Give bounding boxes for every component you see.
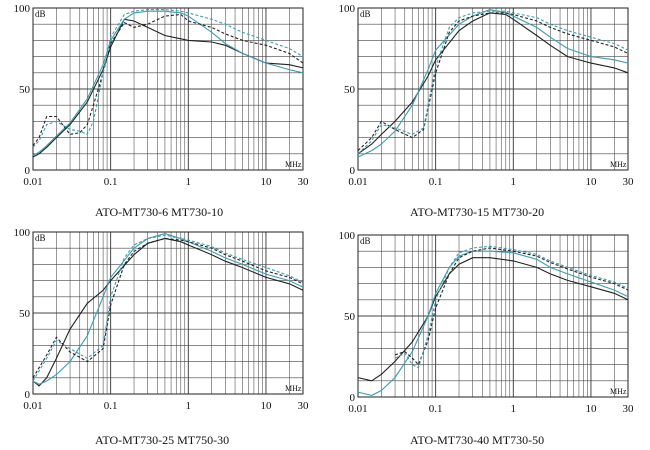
- x-tick-label: 0.1: [104, 176, 118, 188]
- y-tick-label: 0: [25, 389, 31, 401]
- plot-frame: [32, 7, 304, 171]
- x-tick-label: 10: [585, 176, 597, 188]
- x-tick-label: 0.1: [104, 400, 118, 412]
- x-unit-label: MHz: [285, 384, 302, 393]
- x-tick-label: 10: [260, 176, 272, 188]
- y-tick-label: 0: [350, 392, 356, 404]
- x-tick-label: 10: [260, 400, 272, 412]
- y-unit-label: dB: [360, 9, 371, 19]
- y-unit-label: dB: [35, 9, 46, 19]
- chart-caption: ATO-MT730-40 MT730-50: [410, 433, 545, 447]
- x-tick-label: 30: [623, 176, 635, 188]
- plot-frame: [357, 234, 629, 398]
- x-tick-label: 1: [186, 176, 192, 188]
- x-tick-label: 0.1: [429, 176, 443, 188]
- y-tick-label: 100: [14, 3, 31, 15]
- x-unit-label: MHz: [610, 387, 627, 396]
- y-tick-label: 50: [19, 84, 31, 96]
- x-tick-label: 1: [186, 400, 192, 412]
- y-tick-label: 50: [19, 308, 31, 320]
- series-line-black-dashed: [32, 13, 304, 147]
- y-tick-label: 50: [344, 84, 356, 96]
- y-tick-label: 100: [339, 3, 356, 15]
- y-unit-label: dB: [35, 233, 46, 243]
- x-tick-label: 0.01: [23, 400, 42, 412]
- series-line-teal-solid: [32, 10, 304, 156]
- y-tick-label: 50: [344, 311, 356, 323]
- x-unit-label: MHz: [285, 160, 302, 169]
- x-tick-label: 30: [298, 176, 310, 188]
- x-unit-label: MHz: [610, 160, 627, 169]
- y-tick-label: 100: [14, 227, 31, 239]
- series-line-teal-dashed: [357, 10, 629, 155]
- x-tick-label: 0.01: [348, 403, 367, 415]
- x-tick-label: 30: [298, 400, 310, 412]
- series-line-black-solid: [357, 12, 629, 155]
- plot-frame: [32, 231, 304, 395]
- x-tick-label: 0.01: [23, 176, 42, 188]
- series-line-black-dashed: [357, 12, 629, 151]
- y-tick-label: 0: [350, 165, 356, 177]
- x-tick-label: 30: [623, 403, 635, 415]
- x-tick-label: 10: [585, 403, 597, 415]
- x-tick-label: 0.01: [348, 176, 367, 188]
- series-line-teal-solid: [357, 9, 629, 158]
- series-line-teal-dashed: [32, 234, 304, 382]
- series-line-teal-dashed: [32, 9, 304, 148]
- series-line-black-solid: [357, 257, 629, 382]
- chart-caption: ATO-MT730-15 MT730-20: [410, 205, 545, 219]
- series-line-teal-solid: [32, 233, 304, 385]
- y-unit-label: dB: [360, 236, 371, 246]
- x-tick-label: 0.1: [429, 403, 443, 415]
- y-tick-label: 0: [25, 165, 31, 177]
- series-line-teal-solid: [357, 250, 629, 396]
- series-line-teal-dashed: [394, 245, 629, 369]
- x-tick-label: 1: [511, 403, 517, 415]
- x-tick-label: 1: [511, 176, 517, 188]
- grid: [32, 231, 304, 395]
- chart-caption: ATO-MT730-6 MT730-10: [95, 205, 224, 219]
- plot-frame: [357, 7, 629, 171]
- series-line-black-dashed: [32, 237, 304, 379]
- y-tick-label: 100: [339, 230, 356, 242]
- chart-caption: ATO-MT730-25 MT750-30: [95, 433, 230, 447]
- series-line-black-dashed: [394, 247, 629, 366]
